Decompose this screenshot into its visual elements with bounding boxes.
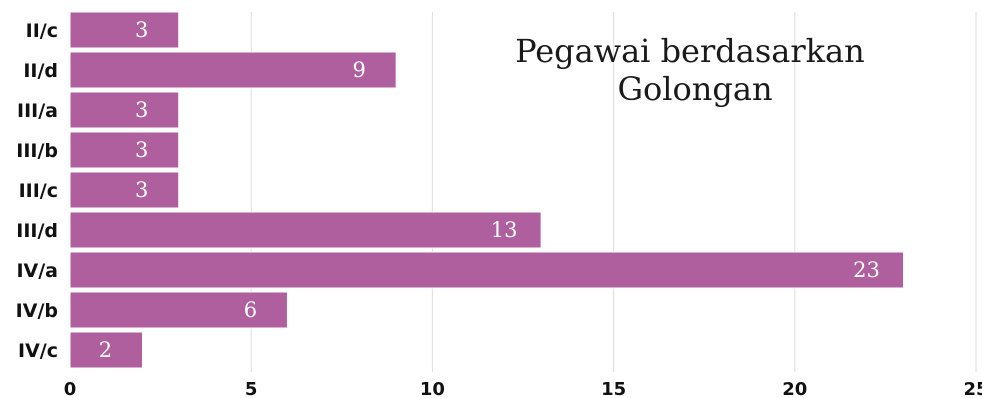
bar-IV/c — [69, 331, 143, 369]
chart-title-line-2: Golongan — [617, 70, 772, 108]
chart-title: Pegawai berdasarkan Golongan — [515, 32, 875, 108]
category-label-III/b: III/b — [16, 140, 58, 162]
category-label-IV/c: IV/c — [18, 340, 58, 362]
x-tick-label-15: 15 — [601, 379, 626, 398]
x-tick-label-25: 25 — [963, 379, 982, 398]
bar-II/c — [69, 11, 180, 49]
value-label-II/d: 9 — [352, 58, 365, 82]
x-tick-label-5: 5 — [245, 379, 258, 398]
category-label-III/a: III/a — [17, 100, 58, 122]
x-tick-label-20: 20 — [782, 379, 807, 398]
value-label-IV/c: 2 — [99, 338, 112, 362]
value-label-IV/b: 6 — [244, 298, 257, 322]
value-label-III/d: 13 — [491, 218, 518, 242]
category-label-III/d: III/d — [16, 220, 58, 242]
x-axis-tick-labels: 0 5 10 15 20 25 — [64, 379, 982, 398]
bar-IV/b — [69, 291, 288, 329]
bar-III/d — [69, 211, 542, 249]
value-labels: 3 9 3 3 3 13 23 6 2 — [99, 18, 880, 362]
x-tick-label-0: 0 — [64, 379, 77, 398]
bar-III/a — [69, 91, 180, 129]
x-tick-label-10: 10 — [420, 379, 445, 398]
category-label-III/c: III/c — [19, 180, 58, 202]
bar-II/d — [69, 51, 397, 89]
category-label-IV/b: IV/b — [16, 300, 58, 322]
bar-IV/a — [69, 251, 905, 289]
value-label-III/c: 3 — [135, 178, 148, 202]
bar-III/c — [69, 171, 180, 209]
category-label-IV/a: IV/a — [16, 260, 58, 282]
value-label-III/b: 3 — [135, 138, 148, 162]
chart-title-line-1: Pegawai berdasarkan — [515, 32, 865, 70]
bar-III/b — [69, 131, 180, 169]
category-labels: II/c II/d III/a III/b III/c III/d IV/a IV/b IV/c — [16, 20, 58, 362]
value-label-IV/a: 23 — [853, 258, 880, 282]
value-label-II/c: 3 — [135, 18, 148, 42]
bars — [69, 11, 905, 369]
category-label-II/c: II/c — [26, 20, 58, 42]
value-label-III/a: 3 — [135, 98, 148, 122]
category-label-II/d: II/d — [23, 60, 58, 82]
